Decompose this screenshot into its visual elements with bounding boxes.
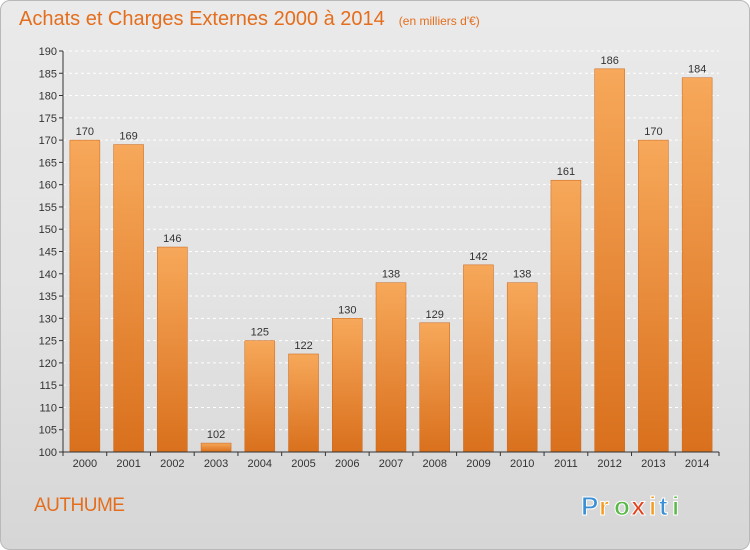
data-label: 138 [513, 269, 531, 281]
data-label: 170 [76, 126, 94, 138]
y-tick-label: 155 [39, 202, 57, 214]
data-label: 130 [338, 304, 356, 316]
y-tick-label: 180 [39, 91, 57, 103]
data-label: 146 [163, 233, 181, 245]
data-label: 138 [382, 269, 400, 281]
bar [681, 77, 713, 453]
bar [419, 322, 450, 453]
x-tick-label: 2014 [685, 458, 709, 470]
data-label: 125 [251, 327, 269, 339]
logo-letter: i [672, 491, 679, 521]
logo-letter: r [599, 491, 609, 521]
x-tick-label: 2007 [379, 458, 403, 470]
chart-unit: (en milliers d'€) [398, 14, 480, 28]
bar [288, 353, 319, 453]
y-tick-label: 190 [39, 46, 57, 58]
bar [463, 264, 494, 453]
bar [638, 139, 669, 453]
commune-name: AUTHUME [34, 495, 125, 516]
data-label: 102 [207, 429, 225, 441]
x-tick-label: 2012 [597, 458, 621, 470]
y-tick-label: 135 [39, 291, 57, 303]
bar [113, 144, 144, 453]
y-tick-label: 110 [39, 402, 57, 414]
y-tick-label: 150 [39, 224, 57, 236]
y-tick-label: 160 [39, 180, 57, 192]
bar [506, 282, 538, 453]
y-tick-label: 120 [39, 358, 57, 370]
data-label: 122 [294, 340, 312, 352]
y-tick-label: 175 [39, 113, 57, 125]
y-tick-label: 185 [39, 68, 57, 80]
data-label: 161 [557, 166, 575, 178]
x-tick-label: 2011 [554, 458, 578, 470]
bar [244, 340, 276, 453]
bar [375, 282, 407, 453]
data-label: 142 [469, 251, 487, 263]
logo-letter: t [659, 491, 668, 521]
x-tick-label: 2009 [466, 458, 490, 470]
x-tick-label: 2000 [73, 458, 97, 470]
x-tick-label: 2002 [160, 458, 184, 470]
bar [69, 139, 101, 453]
x-tick-label: 2003 [204, 458, 228, 470]
y-tick-label: 100 [39, 447, 57, 459]
bar [200, 442, 232, 453]
y-tick-label: 105 [39, 425, 57, 437]
x-tick-label: 2010 [510, 458, 534, 470]
chart-title: Achats et Charges Externes 2000 à 2014 [19, 8, 385, 30]
y-tick-label: 145 [39, 247, 57, 259]
bar [550, 179, 582, 453]
bar [157, 246, 188, 453]
logo-letter: P [581, 491, 598, 521]
x-tick-label: 2001 [116, 458, 140, 470]
x-tick-label: 2013 [641, 458, 665, 470]
data-label: 129 [426, 309, 444, 321]
y-tick-label: 140 [39, 269, 57, 281]
x-tick-label: 2004 [248, 458, 272, 470]
x-tick-label: 2005 [291, 458, 315, 470]
data-label: 184 [688, 64, 706, 76]
x-tick-label: 2006 [335, 458, 359, 470]
y-tick-label: 125 [39, 336, 57, 348]
data-label: 186 [600, 55, 618, 67]
data-label: 170 [644, 126, 662, 138]
title-line: Achats et Charges Externes 2000 à 2014 (… [19, 8, 480, 31]
y-tick-label: 165 [39, 157, 57, 169]
logo-letter: i [649, 491, 656, 521]
bar [594, 68, 625, 453]
logo-letter: o [614, 491, 630, 521]
bar [332, 318, 363, 453]
x-tick-label: 2008 [422, 458, 446, 470]
logo-letter: x [631, 491, 646, 521]
y-tick-label: 170 [39, 135, 57, 147]
data-label: 169 [119, 131, 137, 143]
y-tick-label: 130 [39, 313, 57, 325]
y-tick-label: 115 [39, 380, 57, 392]
